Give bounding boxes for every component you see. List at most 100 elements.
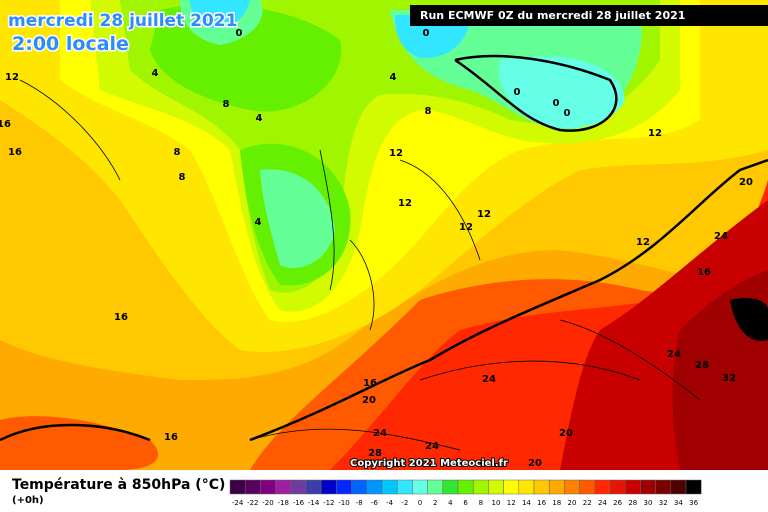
scale-tick-label: 16 [537,499,546,507]
scale-swatch [396,479,413,495]
contour-label: 12 [459,222,473,233]
contour-label: 8 [425,106,432,117]
contour-label: 12 [477,209,491,220]
contour-label: 24 [425,441,439,452]
scale-swatch [518,479,535,495]
scale-swatch [594,479,611,495]
legend-subtitle: (+0h) [12,495,44,506]
temperature-field [0,0,768,470]
color-scale: -24 -22 -20 -18 -16 -14 -12 -10 -8 -6 -4 -2 0 2 4 6 8 10 1… [229,479,702,507]
scale-swatch [624,479,641,495]
scale-swatch [670,479,687,495]
scale-swatch [609,479,626,495]
scale-swatch [320,479,337,495]
contour-label: 4 [256,113,263,124]
contour-label: 12 [648,128,662,139]
scale-tick-label: 8 [479,499,483,507]
scale-tick-label: -24 [232,499,244,507]
scale-tick-label: 10 [492,499,501,507]
scale-tick-label: -2 [401,499,408,507]
scale-swatch [427,479,444,495]
zero-and-twenty-isotherms [0,54,768,442]
scale-swatch [351,479,368,495]
scale-tick-label: 22 [583,499,592,507]
contour-label: 0 [564,108,571,119]
scale-tick-label: 12 [507,499,516,507]
contour-label: 4 [255,217,262,228]
contour-label: 8 [179,172,186,183]
contour-label: 32 [722,373,736,384]
scale-swatch [244,479,261,495]
scale-swatch [412,479,428,495]
scale-swatch [533,479,550,495]
scale-swatch [503,479,520,495]
scale-swatch [685,479,702,495]
contour-label: 12 [636,237,650,248]
scale-tick-label: 4 [448,499,453,507]
scale-tick-label: 20 [568,499,577,507]
scale-swatch [579,479,596,495]
contour-label: 20 [362,395,376,406]
scale-tick-label: -16 [293,499,305,507]
contour-label: 8 [174,147,181,158]
scale-tick-label: 34 [674,499,683,507]
contour-label: 28 [368,448,382,459]
contour-label: 16 [363,378,377,389]
contour-label: 16 [164,432,178,443]
contour-label: 0 [236,28,243,39]
contour-label: 20 [559,428,573,439]
contour-label: 16 [697,267,711,278]
contour-label: 20 [739,177,753,188]
contour-label: 16 [0,119,11,130]
contour-label: 0 [514,87,521,98]
contour-label: 24 [373,428,387,439]
scale-swatch [336,479,352,495]
contour-label: 20 [528,458,542,469]
contour-label: 24 [482,374,496,385]
scale-tick-label: -4 [386,499,394,507]
scale-swatch [381,479,398,495]
contour-label: 24 [714,231,728,242]
run-label: Run ECMWF 0Z du mercredi 28 juillet 2021 [420,9,685,22]
contour-label: 28 [695,360,709,371]
scale-swatch [442,479,459,495]
scale-tick-label: 32 [659,499,668,507]
coastlines [19,79,701,451]
scale-tick-label: -14 [308,499,320,507]
contour-label: 16 [8,147,22,158]
scale-tick-label: 26 [613,499,622,507]
scale-swatch [472,479,489,495]
scale-swatch [305,479,322,495]
scale-swatch [488,479,504,495]
scale-swatch [457,479,474,495]
scale-tick-label: -6 [371,499,379,507]
scale-tick-label: -12 [323,499,334,507]
scale-tick-label: -10 [338,499,349,507]
scale-tick-label: -18 [277,499,288,507]
legend-title: Température à 850hPa (°C) [12,477,225,493]
scale-tick-label: 30 [644,499,653,507]
scale-swatch [564,479,580,495]
date-label: mercredi 28 juillet 2021 [8,11,237,31]
copyright: Copyright 2021 Meteociel.fr [350,458,508,469]
contour-label: 16 [114,312,128,323]
time-label: 2:00 locale [12,33,129,55]
scale-swatch [260,479,276,495]
scale-tick-label: 14 [522,499,531,507]
contour-label: 24 [667,349,681,360]
scale-tick-label: -8 [356,499,363,507]
scale-tick-label: 2 [433,499,437,507]
scale-tick-label: 0 [418,499,422,507]
scale-swatch [640,479,656,495]
scale-swatch [229,479,246,495]
scale-tick-label: 24 [598,499,607,507]
scale-tick-label: 6 [463,499,468,507]
scale-tick-label: 28 [628,499,637,507]
run-box [410,5,768,26]
contour-label: 4 [152,68,159,79]
scale-tick-label: -20 [262,499,273,507]
contour-label: 12 [398,198,412,209]
scale-tick-label: 18 [552,499,561,507]
